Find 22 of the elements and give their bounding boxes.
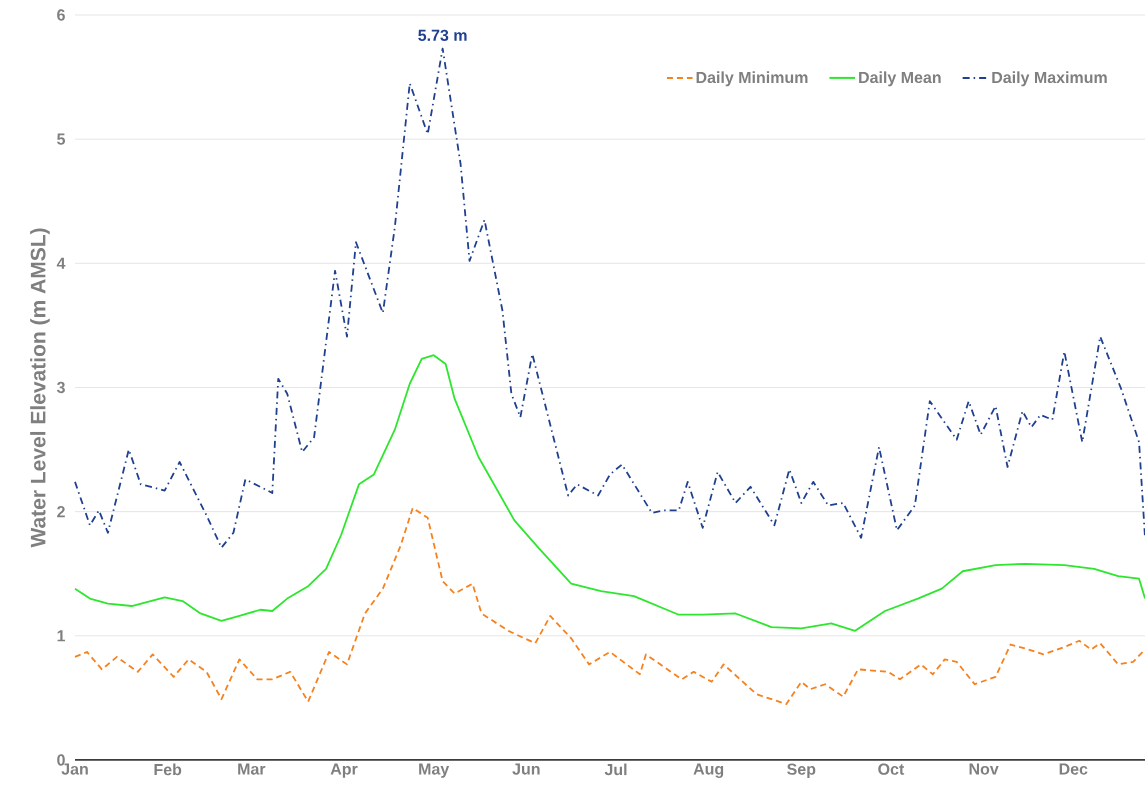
annotation: 5.73 m <box>418 29 467 41</box>
y-tick-label: 2 <box>57 506 65 518</box>
y-axis-title: Water Level Elevation (m AMSL) <box>30 228 50 548</box>
legend-label: Daily Minimum <box>696 71 808 87</box>
y-tick-label: 6 <box>57 9 65 21</box>
x-tick-label: Sep <box>787 763 816 779</box>
x-tick-label: Aug <box>693 763 724 778</box>
x-tick-label: Feb <box>154 763 182 776</box>
x-tick-label: Jun <box>512 763 540 775</box>
x-tick-label: Mar <box>238 763 266 775</box>
x-tick-label: Oct <box>878 763 905 775</box>
legend-label: Daily Maximum <box>992 71 1107 87</box>
x-tick-label: Apr <box>330 763 358 778</box>
x-tick-label: May <box>419 763 450 778</box>
x-tick-label: Dec <box>1059 763 1088 775</box>
x-tick-label: Nov <box>969 763 999 775</box>
y-tick-label: 5 <box>57 133 66 145</box>
y-tick-label: 1 <box>57 630 66 642</box>
legend-label: Daily Mean <box>859 71 941 87</box>
x-tick-label: Jul <box>604 763 627 776</box>
y-tick-label: 3 <box>56 381 65 394</box>
y-tick-label: 4 <box>56 257 66 269</box>
